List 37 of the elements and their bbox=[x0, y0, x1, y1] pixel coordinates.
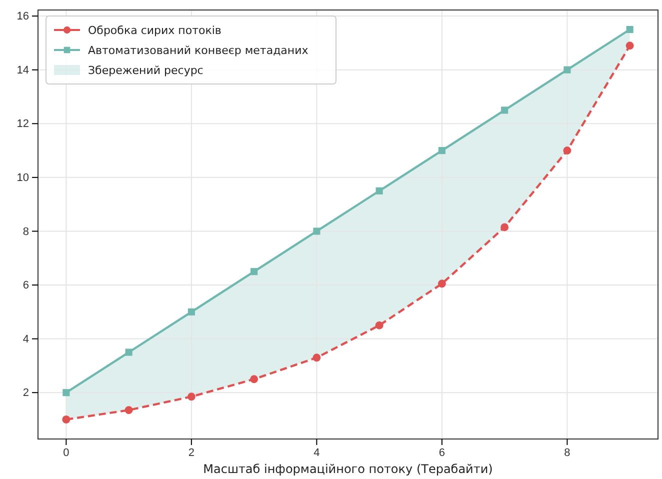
point bbox=[376, 187, 383, 194]
point bbox=[250, 375, 258, 384]
point bbox=[626, 26, 634, 34]
point bbox=[500, 223, 509, 232]
legend-label: Обробка сирих потоків bbox=[88, 24, 222, 37]
point bbox=[313, 228, 320, 235]
y-tick-label: 14 bbox=[16, 64, 29, 76]
y-tick-label: 16 bbox=[16, 10, 29, 23]
legend-label: Автоматизований конвеєр метаданих bbox=[88, 44, 309, 57]
point bbox=[626, 42, 634, 50]
point bbox=[438, 147, 446, 154]
point bbox=[564, 66, 571, 74]
point bbox=[438, 280, 446, 288]
point bbox=[62, 416, 70, 424]
annotation: Збережений ресурс bbox=[88, 64, 204, 77]
x-tick-label: 8 bbox=[564, 446, 570, 459]
point bbox=[312, 354, 321, 362]
point bbox=[188, 308, 195, 316]
y-tick-label: 6 bbox=[22, 280, 29, 292]
point bbox=[124, 406, 133, 414]
y-tick-label: 10 bbox=[16, 172, 29, 184]
point bbox=[563, 146, 572, 155]
x-tick-label: 2 bbox=[188, 446, 194, 459]
x-tick-label: 4 bbox=[314, 446, 320, 459]
y-tick-label: 12 bbox=[16, 118, 29, 130]
point bbox=[375, 321, 384, 330]
point bbox=[187, 392, 196, 401]
point bbox=[62, 389, 70, 396]
y-tick-label: 2 bbox=[22, 387, 29, 400]
point bbox=[250, 268, 258, 276]
y-tick-label: 8 bbox=[22, 226, 29, 238]
point bbox=[501, 106, 508, 114]
point bbox=[125, 348, 132, 356]
x-tick-label: 6 bbox=[438, 446, 445, 459]
x-tick-label: 0 bbox=[63, 446, 70, 459]
x-axis-title: Масштаб інформаційного потоку (Терабайти) bbox=[203, 462, 493, 476]
y-tick-label: 4 bbox=[22, 333, 29, 346]
